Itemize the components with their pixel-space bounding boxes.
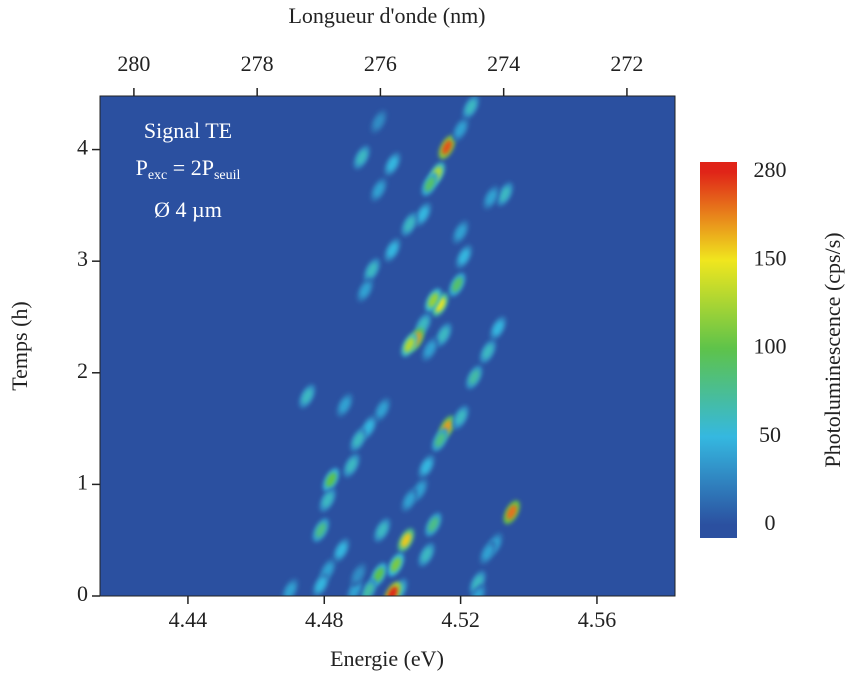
spot	[404, 492, 415, 508]
spot	[428, 292, 439, 308]
x-tick-label: 4.48	[305, 607, 344, 632]
spot	[356, 150, 367, 165]
axes	[92, 88, 676, 604]
colorbar-tick-label: 280	[754, 157, 787, 182]
spot	[404, 337, 415, 353]
spot	[465, 99, 476, 115]
spot	[417, 206, 429, 222]
colorbar	[700, 162, 737, 538]
spot	[390, 557, 402, 573]
x-tick-label: 4.56	[578, 607, 617, 632]
x2-tick-label: 274	[487, 51, 520, 76]
spot	[377, 402, 388, 417]
spot	[377, 522, 388, 538]
spot	[458, 249, 470, 265]
spot	[302, 388, 313, 404]
spot	[455, 122, 466, 137]
spot	[346, 458, 357, 473]
spot	[373, 567, 384, 583]
spot	[438, 327, 449, 343]
spot	[325, 472, 337, 488]
spot	[363, 583, 374, 596]
spot	[353, 567, 364, 583]
spot	[492, 320, 504, 336]
spot	[421, 459, 432, 474]
y-tick-label: 2	[77, 358, 88, 383]
spot	[373, 114, 384, 129]
y-tick-label: 4	[77, 135, 88, 160]
annotation: Pexc = 2Pseuil	[136, 155, 241, 183]
annotation: Ø 4 µm	[154, 197, 222, 222]
subscript: exc	[148, 168, 167, 183]
spot	[482, 545, 494, 560]
spot	[452, 277, 463, 292]
spot	[373, 182, 384, 198]
colorbar-tick-label: 150	[754, 245, 787, 270]
y-tick-label: 1	[77, 469, 88, 494]
spot	[455, 224, 466, 240]
y-tick-label: 3	[77, 246, 88, 271]
spot	[404, 217, 415, 232]
x2-tick-label: 278	[241, 51, 274, 76]
spot	[322, 492, 333, 508]
spot	[435, 432, 446, 448]
spot	[486, 190, 497, 205]
spot	[499, 186, 511, 202]
spot	[315, 522, 327, 538]
annotation-part: P	[136, 155, 148, 180]
spot	[387, 156, 398, 172]
spot	[336, 542, 347, 558]
x2-tick-label: 272	[610, 51, 643, 76]
spot	[349, 583, 361, 596]
x2-tick-label: 280	[117, 51, 150, 76]
spot	[285, 583, 296, 596]
spot	[506, 504, 517, 520]
spot	[424, 176, 436, 192]
plot-background	[100, 96, 675, 596]
y-axis-label: Temps (h)	[7, 301, 32, 391]
spot	[353, 432, 364, 448]
spot	[387, 242, 398, 258]
spot	[482, 344, 494, 359]
spot	[387, 586, 398, 596]
spot	[435, 297, 446, 313]
spot	[421, 547, 432, 563]
spot	[472, 575, 483, 590]
spot	[424, 342, 436, 357]
colorbar-tick-label: 50	[759, 422, 781, 447]
colorbar-tick-label: 0	[765, 510, 776, 535]
spot	[441, 140, 453, 155]
subscript: seuil	[214, 168, 241, 183]
x-tick-label: 4.44	[169, 607, 208, 632]
spot	[366, 262, 378, 278]
spot	[428, 517, 439, 532]
colorbar-tick-label: 100	[754, 334, 787, 359]
annotation: Signal TE	[144, 118, 232, 143]
spot	[455, 410, 466, 425]
spot	[339, 397, 350, 413]
y-tick-label: 0	[77, 581, 88, 606]
plot-frame	[99, 95, 676, 597]
x2-tick-label: 276	[364, 51, 397, 76]
spots	[282, 96, 520, 596]
spot	[315, 577, 327, 593]
spot	[469, 369, 480, 385]
spot	[472, 588, 483, 596]
spot	[400, 532, 412, 548]
x-axis-label: Energie (eV)	[330, 646, 444, 671]
colorbar-label: Photoluminescence (cps/s)	[820, 232, 845, 467]
spot	[360, 282, 371, 298]
annotation-part: = 2P	[167, 155, 214, 180]
x-tick-label: 4.52	[441, 607, 480, 632]
x2-axis-label: Longueur d'onde (nm)	[288, 3, 485, 28]
